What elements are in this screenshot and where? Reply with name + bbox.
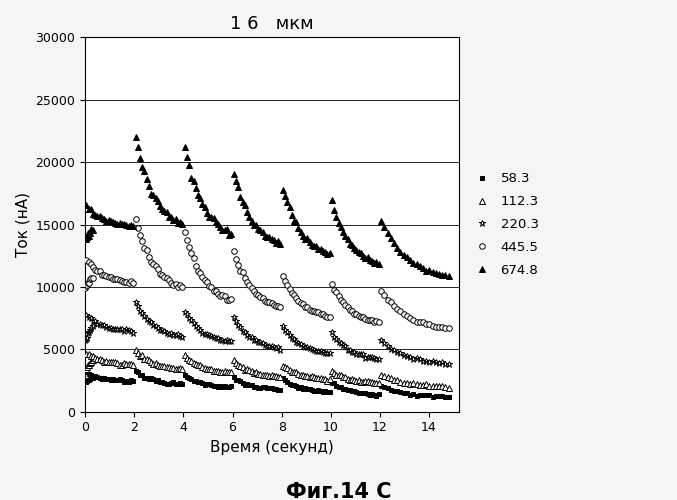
Title: 1 6   мкм: 1 6 мкм (230, 15, 313, 33)
X-axis label: Время (секунд): Время (секунд) (210, 440, 334, 455)
Legend: 58.3, 112.3, 220.3, 445.5, 674.8: 58.3, 112.3, 220.3, 445.5, 674.8 (469, 172, 539, 277)
Text: Фиг.14 С: Фиг.14 С (286, 482, 391, 500)
Y-axis label: Ток (нА): Ток (нА) (15, 192, 30, 257)
